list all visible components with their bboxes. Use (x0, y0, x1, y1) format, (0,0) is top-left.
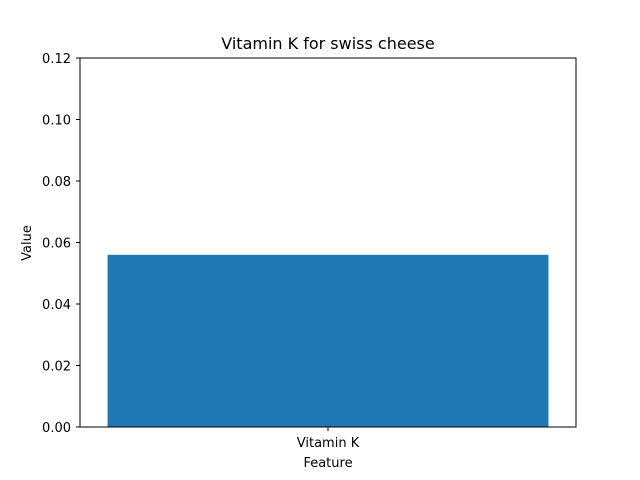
x-axis-label: Feature (303, 456, 352, 471)
x-tick-label: Vitamin K (297, 436, 360, 451)
bar (107, 254, 549, 427)
y-tick-label: 0.08 (42, 175, 71, 190)
chart-title: Vitamin K for swiss cheese (221, 34, 434, 53)
y-tick-label: 0.00 (42, 421, 71, 436)
bar-series (107, 254, 549, 427)
y-axis-label: Value (20, 225, 35, 261)
x-axis: Vitamin K (297, 427, 360, 451)
y-tick-label: 0.12 (42, 52, 71, 67)
y-tick-label: 0.02 (42, 360, 71, 375)
y-tick-label: 0.06 (42, 237, 71, 252)
y-tick-label: 0.10 (42, 114, 71, 129)
plot-frame (79, 57, 577, 428)
y-tick-label: 0.04 (42, 298, 71, 313)
y-axis: 0.00 0.02 0.04 0.06 0.08 0.10 0.12 (42, 52, 80, 436)
